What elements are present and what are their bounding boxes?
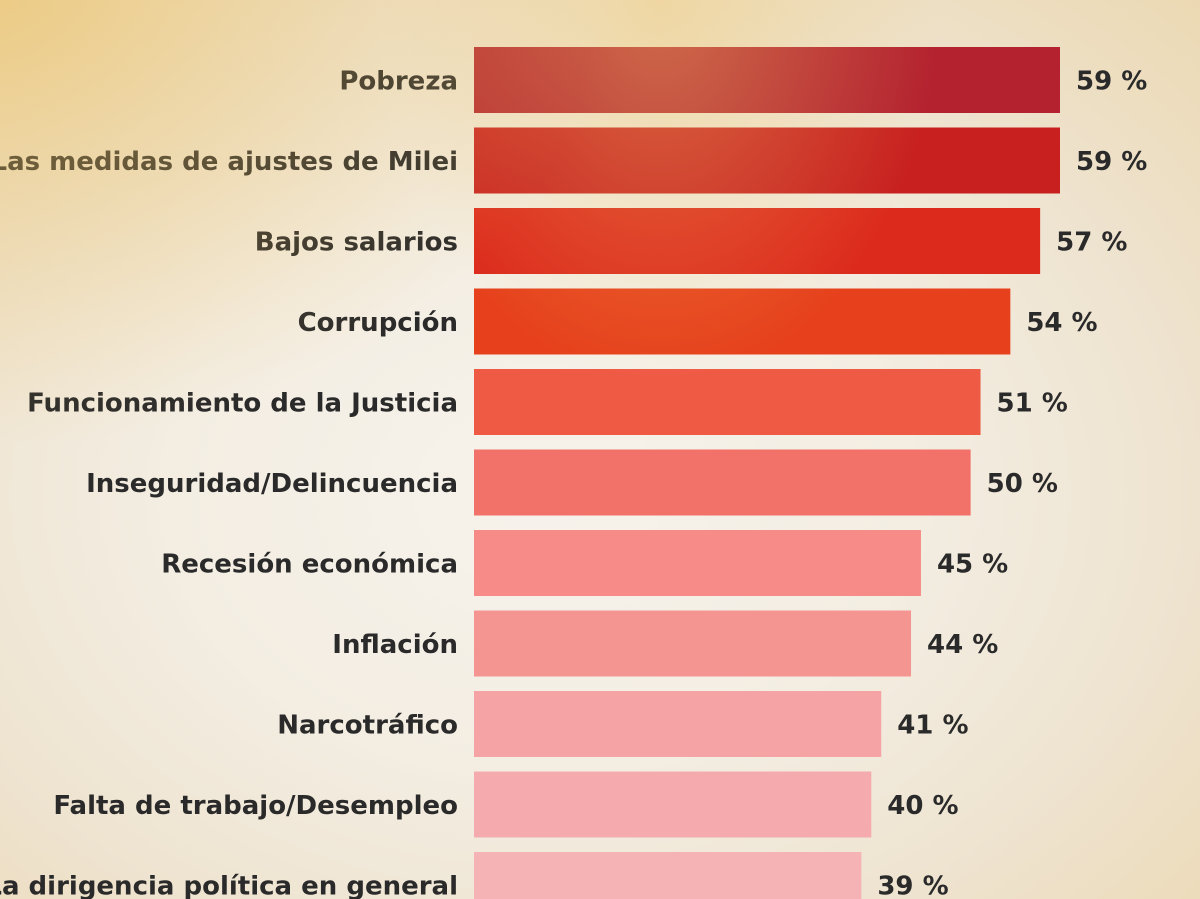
category-label: Bajos salarios [255, 227, 458, 257]
category-label: Narcotráfico [277, 710, 458, 740]
category-label: Falta de trabajo/Desempleo [53, 791, 458, 821]
category-label: Inseguridad/Delincuencia [86, 469, 458, 499]
bar [474, 127, 1060, 194]
value-label: 57 % [1056, 227, 1127, 257]
category-label: Inflación [332, 630, 458, 660]
bar [474, 208, 1041, 274]
bar [474, 852, 862, 899]
category-label: Corrupción [298, 308, 458, 338]
bar [474, 47, 1060, 113]
bar [474, 288, 1011, 355]
bar [474, 771, 872, 838]
value-label: 50 % [987, 469, 1058, 499]
bar [474, 530, 921, 596]
bar [474, 610, 912, 677]
category-label: Recesión económica [161, 549, 458, 579]
category-label: Pobreza [339, 66, 458, 96]
value-label: 41 % [897, 710, 968, 740]
value-label: 45 % [937, 549, 1008, 579]
value-label: 51 % [997, 388, 1068, 418]
value-label: 44 % [927, 630, 998, 660]
value-label: 59 % [1076, 147, 1147, 177]
category-label: Funcionamiento de la Justicia [27, 388, 458, 418]
bar [474, 369, 981, 435]
bar [474, 691, 882, 757]
category-label: Las medidas de ajustes de Milei [0, 147, 458, 177]
value-label: 54 % [1026, 308, 1097, 338]
bar [474, 449, 971, 516]
value-label: 59 % [1076, 66, 1147, 96]
value-label: 39 % [877, 871, 948, 899]
category-label: La dirigencia política en general [0, 871, 458, 899]
value-label: 40 % [887, 791, 958, 821]
